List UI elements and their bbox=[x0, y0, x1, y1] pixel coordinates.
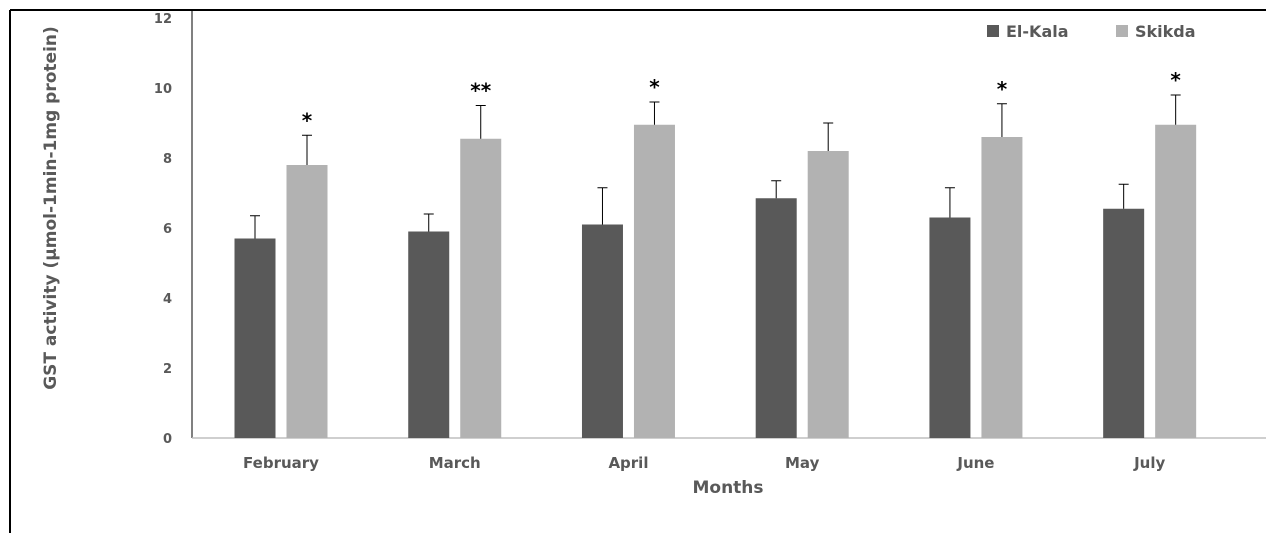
x-tick-label: February bbox=[243, 454, 319, 472]
y-tick-label: 4 bbox=[163, 292, 172, 307]
significance-marker: * bbox=[997, 77, 1008, 101]
bar-skikda bbox=[1155, 124, 1197, 438]
figure-border bbox=[9, 9, 1266, 533]
bar-skikda bbox=[633, 124, 675, 438]
x-tick-label: June bbox=[956, 454, 994, 472]
y-tick-label: 6 bbox=[163, 222, 172, 237]
bar-el-kala bbox=[1103, 208, 1145, 438]
bar-el-kala bbox=[408, 231, 450, 438]
y-axis-title: GST activity (µmol-1min-1mg protein) bbox=[41, 26, 61, 390]
y-tick-label: 10 bbox=[154, 82, 172, 97]
legend-label: El-Kala bbox=[1006, 22, 1069, 41]
legend: El-Kala Skikda bbox=[987, 22, 1196, 41]
bar-skikda bbox=[807, 151, 849, 438]
y-axis: 0 2 4 6 8 10 12 bbox=[154, 10, 193, 447]
y-tick-label: 12 bbox=[154, 12, 172, 27]
bar-el-kala bbox=[929, 217, 971, 438]
bar-el-kala bbox=[234, 238, 276, 438]
significance-marker: ** bbox=[470, 79, 491, 103]
x-tick-label: July bbox=[1133, 454, 1165, 472]
bar-skikda bbox=[460, 138, 502, 438]
bar-el-kala bbox=[581, 224, 623, 438]
significance-marker: * bbox=[302, 108, 313, 132]
x-axis: February March April May June July bbox=[192, 437, 1266, 472]
bar-skikda bbox=[981, 137, 1023, 438]
x-tick-label: May bbox=[785, 454, 820, 472]
significance-marker: * bbox=[649, 75, 660, 99]
x-tick-label: March bbox=[429, 454, 481, 472]
legend-swatch-el-kala bbox=[987, 25, 999, 37]
significance-marker: * bbox=[1170, 68, 1181, 92]
x-axis-title: Months bbox=[692, 478, 763, 498]
y-tick-label: 2 bbox=[163, 362, 172, 377]
legend-label: Skikda bbox=[1135, 22, 1196, 41]
legend-swatch-skikda bbox=[1116, 25, 1128, 37]
x-tick-label: April bbox=[608, 454, 648, 472]
bars-group: *** * * * bbox=[234, 68, 1197, 438]
bar-el-kala bbox=[755, 198, 797, 438]
y-tick-label: 8 bbox=[163, 152, 172, 167]
y-tick-label: 0 bbox=[163, 432, 172, 447]
bar-skikda bbox=[286, 165, 328, 438]
